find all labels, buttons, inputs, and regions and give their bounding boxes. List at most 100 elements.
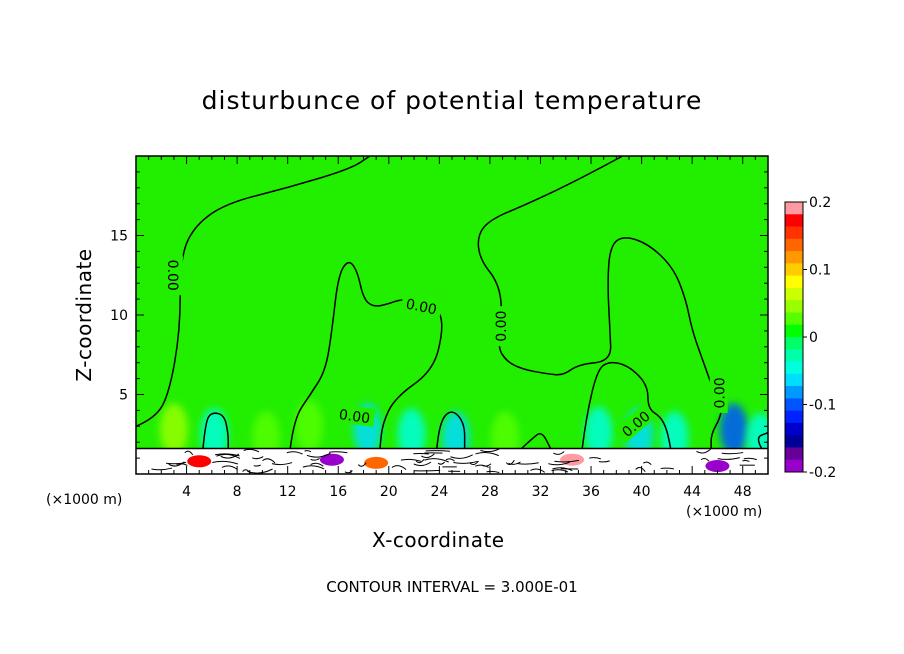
colorbar-segment bbox=[785, 337, 803, 350]
surface-contour bbox=[168, 461, 185, 467]
colorbar-segment bbox=[785, 251, 803, 264]
surface-contour bbox=[445, 458, 455, 462]
surface-contour bbox=[721, 452, 744, 455]
x-tick-label: 44 bbox=[683, 484, 701, 500]
x-tick-label: 36 bbox=[582, 484, 600, 500]
surface-contour bbox=[400, 458, 421, 462]
x-unit-left: (×1000 m) bbox=[46, 492, 123, 508]
x-tick-label: 32 bbox=[532, 484, 550, 500]
surface-contour bbox=[450, 454, 473, 459]
surface-perturbation bbox=[319, 453, 344, 466]
contour-label-bg bbox=[164, 255, 183, 296]
surface-contour bbox=[212, 460, 239, 465]
surface-contour bbox=[598, 460, 610, 463]
y-tick-label: 5 bbox=[119, 388, 128, 404]
colorbar-segment bbox=[785, 349, 803, 363]
x-tick-label: 40 bbox=[633, 484, 651, 500]
surface-contour bbox=[480, 448, 500, 453]
perturbation-blob bbox=[584, 406, 613, 459]
surface-contour bbox=[475, 464, 489, 468]
perturbation-blob bbox=[719, 403, 748, 456]
surface-contour bbox=[344, 470, 353, 474]
surface-contour bbox=[635, 466, 646, 473]
surface-contour bbox=[252, 456, 264, 460]
surface-contour bbox=[553, 451, 565, 455]
surface-contour bbox=[475, 452, 499, 457]
surface-contour bbox=[700, 457, 710, 462]
x-tick-label: 28 bbox=[481, 484, 499, 500]
x-tick-label: 12 bbox=[279, 484, 297, 500]
surface-contour bbox=[302, 465, 325, 470]
surface-perturbation bbox=[187, 455, 212, 468]
colorbar-tick-label: 0.2 bbox=[809, 195, 831, 211]
surface-contour bbox=[424, 458, 449, 463]
colorbar-tick-label: -0.2 bbox=[809, 465, 836, 481]
surface-contour bbox=[660, 467, 674, 470]
surface-contour bbox=[548, 461, 570, 466]
colorbar-segment bbox=[785, 361, 803, 375]
contour-line bbox=[521, 433, 552, 450]
surface-contour bbox=[415, 459, 425, 464]
contour-line bbox=[757, 431, 768, 449]
x-tick-label: 24 bbox=[430, 484, 448, 500]
surface-contour bbox=[306, 452, 331, 458]
colorbar-segment bbox=[785, 435, 803, 448]
surface-contour bbox=[437, 461, 445, 465]
surface-contour bbox=[216, 453, 241, 459]
surface-perturbation bbox=[364, 456, 389, 469]
contour-label-bg bbox=[333, 403, 376, 427]
x-tick-label: 20 bbox=[380, 484, 398, 500]
field-layer: 0.000.000.000.000.000.00 bbox=[136, 156, 768, 474]
x-axis-label: X-coordinate bbox=[372, 528, 505, 552]
surface-contour bbox=[271, 462, 293, 466]
colorbar-segment bbox=[785, 300, 803, 313]
surface-contour bbox=[220, 453, 240, 459]
contour-label: 0.00 bbox=[713, 377, 729, 408]
colorbar-segment bbox=[785, 398, 803, 412]
colorbar-tick-label: 0.1 bbox=[809, 263, 831, 279]
surface-contour bbox=[328, 451, 348, 454]
contour-line bbox=[477, 156, 723, 449]
y-tick-label: 10 bbox=[110, 308, 128, 324]
colorbar-segment bbox=[785, 312, 803, 326]
contour-label: 0.00 bbox=[494, 311, 510, 342]
colorbar-segment bbox=[785, 202, 803, 215]
surface-contour bbox=[253, 464, 261, 467]
surface-contour bbox=[310, 457, 320, 461]
contour-line bbox=[581, 361, 672, 449]
surface-contour bbox=[425, 450, 450, 452]
perturbation-blob bbox=[397, 408, 426, 461]
surface-contour bbox=[717, 457, 740, 460]
surface-contour bbox=[421, 453, 435, 459]
surface-contour bbox=[742, 460, 750, 462]
surface-contour bbox=[262, 458, 276, 464]
contour-label-bg bbox=[400, 292, 444, 319]
contour-line bbox=[202, 412, 230, 449]
surface-perturbation bbox=[560, 453, 585, 466]
colorbar-segment bbox=[785, 373, 803, 387]
colorbar-segment bbox=[785, 324, 803, 338]
surface-contour bbox=[530, 468, 546, 473]
perturbation-blob bbox=[295, 400, 324, 453]
colorbar-segment bbox=[785, 410, 803, 424]
contour-line bbox=[136, 156, 371, 427]
colorbar-segment bbox=[785, 422, 803, 436]
surface-contour bbox=[166, 462, 187, 465]
surface-contour bbox=[642, 461, 652, 466]
x-tick-label: 4 bbox=[182, 484, 191, 500]
surface-contour bbox=[589, 457, 601, 460]
chart-title: disturbunce of potential temperature bbox=[201, 86, 703, 115]
surface-contour bbox=[391, 465, 407, 471]
colorbar-segment bbox=[785, 238, 803, 252]
colorbar-segment bbox=[785, 214, 803, 228]
x-tick-label: 48 bbox=[734, 484, 752, 500]
surface-contour bbox=[517, 462, 539, 465]
y-tick-label: 15 bbox=[110, 229, 128, 245]
surface-contour bbox=[243, 448, 260, 453]
contour-label: 0.00 bbox=[164, 260, 180, 291]
perturbation-blob bbox=[159, 403, 188, 456]
surface-contour bbox=[696, 448, 711, 454]
surface-contour bbox=[304, 450, 312, 453]
x-unit-right: (×1000 m) bbox=[686, 504, 763, 520]
surface-contour bbox=[508, 461, 521, 465]
